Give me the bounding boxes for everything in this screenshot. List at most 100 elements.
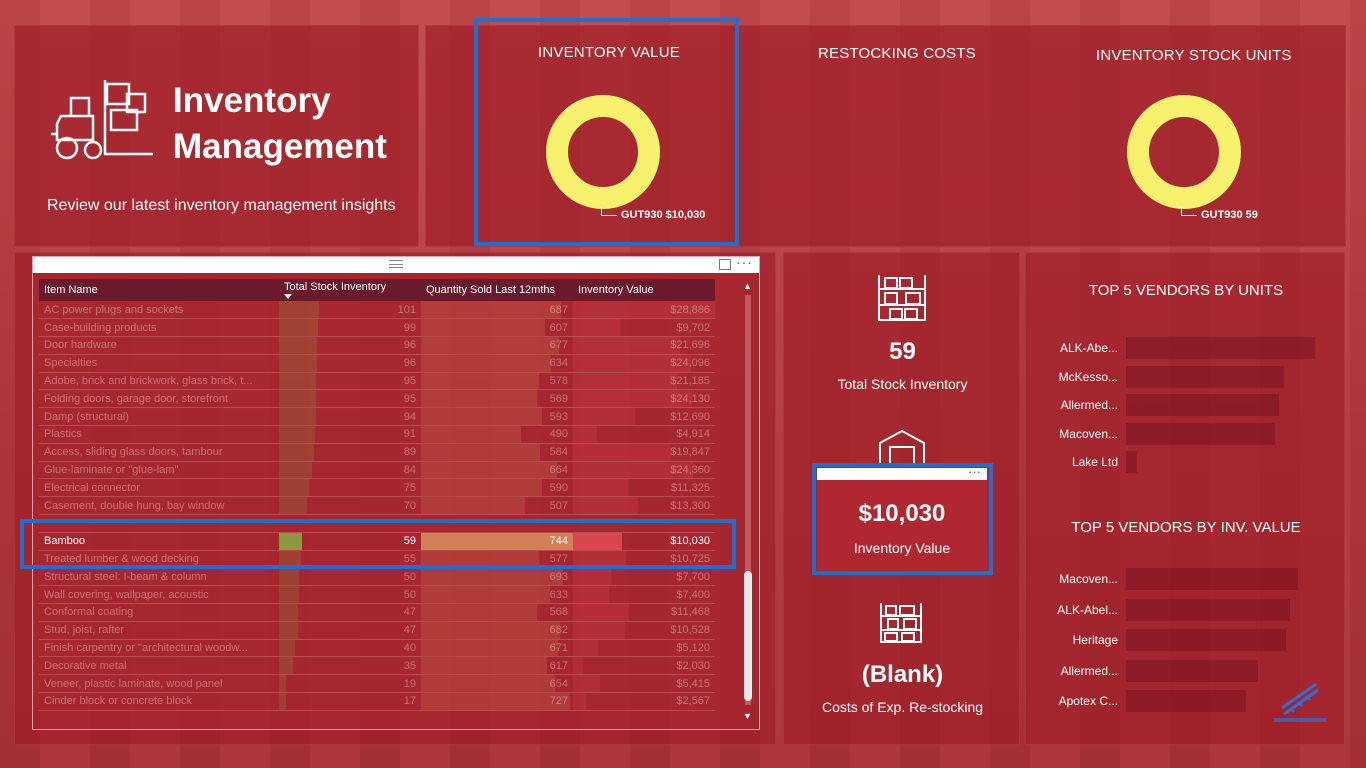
cell-value: $24,096 bbox=[573, 354, 715, 373]
scroll-thumb[interactable] bbox=[744, 571, 752, 701]
cell-stock: 47 bbox=[279, 603, 421, 622]
vendor-bar[interactable] bbox=[1126, 690, 1246, 712]
focus-mode-icon[interactable] bbox=[719, 259, 731, 270]
table-row[interactable]: Conformal coating 47 568 $11,468 bbox=[39, 603, 715, 622]
inventory-table: Item Name Total Stock Inventory Quantity… bbox=[39, 279, 715, 711]
table-row[interactable]: Finish carpentry or "architectural woodw… bbox=[39, 639, 715, 658]
table-row[interactable]: Bamboo 59 744 $10,030 bbox=[39, 532, 715, 551]
cell-stock: 40 bbox=[279, 639, 421, 658]
restocking-label: Costs of Exp. Re-stocking bbox=[821, 699, 984, 715]
data-bar bbox=[421, 568, 563, 585]
data-bar bbox=[279, 301, 319, 318]
table-row[interactable]: Stud, joist, rafter 47 682 $10,528 bbox=[39, 621, 715, 640]
table-row[interactable]: Decorative metal 35 617 $2,030 bbox=[39, 656, 715, 676]
table-row[interactable]: Wall covering, wallpaper, acoustic 50 633 $… bbox=[39, 585, 715, 605]
data-bar bbox=[573, 693, 586, 710]
cell-text: $11,468 bbox=[671, 606, 710, 619]
cell-name: Veneer, plastic laminate, wood panel bbox=[39, 674, 279, 694]
table-row[interactable]: Cinder block or concrete block 17 727 $2,56… bbox=[39, 692, 715, 711]
inventory-value-card[interactable]: ··· $10,030 Inventory Value bbox=[817, 464, 987, 570]
cell-text: 99 bbox=[403, 321, 416, 334]
cell-sold: 578 bbox=[421, 372, 573, 391]
table-row[interactable]: Glue-laminate or "glue-lam" 84 664 $24,360 bbox=[39, 461, 715, 480]
drag-grip-icon[interactable] bbox=[389, 260, 403, 268]
table-row[interactable]: Specialties 96 634 $24,096 bbox=[39, 354, 715, 373]
table-row[interactable]: Veneer, plastic laminate, wood panel 19 65… bbox=[39, 674, 715, 694]
table-row[interactable]: Adobe, brick and brickwork, glass brick,… bbox=[39, 372, 715, 391]
cell-value: $11,468 bbox=[573, 603, 715, 622]
table-row[interactable]: Access, sliding glass doors, tambour 89 58… bbox=[39, 443, 715, 462]
data-bar bbox=[279, 372, 317, 389]
vendor-label: Heritage bbox=[1072, 633, 1118, 647]
vendor-bar[interactable] bbox=[1126, 365, 1284, 388]
vendor-label: Macoven... bbox=[1059, 572, 1118, 586]
data-bar bbox=[421, 550, 539, 567]
scroll-up-icon[interactable]: ▲ bbox=[743, 281, 752, 291]
column-header-inventory-value[interactable]: Inventory Value bbox=[573, 279, 715, 301]
table-row[interactable]: Plastics 91 490 $4,914 bbox=[39, 425, 715, 444]
table-row[interactable]: Damp (structural) 94 593 $12,690 bbox=[39, 407, 715, 427]
cell-name: Adobe, brick and brickwork, glass brick,… bbox=[39, 372, 279, 391]
table-row[interactable]: Treated lumber & wood decking 55 577 $10,72… bbox=[39, 550, 715, 569]
table-row[interactable]: Structural steel: I-beam & column 50 693 $7… bbox=[39, 567, 715, 587]
cell-text: Veneer, plastic laminate, wood panel bbox=[44, 677, 223, 690]
column-header-quantity-sold[interactable]: Quantity Sold Last 12mths bbox=[421, 279, 573, 301]
table-row[interactable]: Electrical connector 75 590 $11,325 bbox=[39, 478, 715, 498]
table-row[interactable]: Casement, double hung, bay window 70 507 $1… bbox=[39, 496, 715, 516]
cell-name: Cinder block or concrete block bbox=[39, 692, 279, 711]
vendor-bar[interactable] bbox=[1126, 568, 1299, 590]
cell-stock: 101 bbox=[279, 301, 421, 320]
cell-name: AC power plugs and sockets bbox=[39, 301, 279, 320]
scroll-down-icon[interactable]: ▼ bbox=[743, 711, 752, 721]
cell-text: 70 bbox=[403, 499, 416, 512]
data-bar bbox=[421, 426, 522, 443]
vendor-bar[interactable] bbox=[1126, 659, 1259, 682]
data-bar bbox=[279, 426, 315, 443]
cell-name: Damp (structural) bbox=[39, 407, 279, 427]
more-options-icon[interactable]: ··· bbox=[736, 254, 753, 270]
vertical-scrollbar[interactable]: ▲ ▼ bbox=[743, 281, 753, 721]
cell-text: Door hardware bbox=[44, 339, 117, 352]
table-row[interactable]: Case-building products 99 607 $9,702 bbox=[39, 318, 715, 338]
cell-name: Access, sliding glass doors, tambour bbox=[39, 443, 279, 462]
donut-ring[interactable] bbox=[546, 95, 660, 209]
cell-name: Conformal coating bbox=[39, 603, 279, 622]
cell-name: Treated lumber & wood decking bbox=[39, 550, 279, 569]
cell-text: $7,700 bbox=[676, 570, 710, 583]
cell-name: Folding doors, garage door, storefront bbox=[39, 389, 279, 409]
cell-sold: 584 bbox=[421, 443, 573, 462]
scroll-track[interactable] bbox=[745, 295, 751, 705]
table-row[interactable]: Door hardware 96 677 $21,696 bbox=[39, 336, 715, 355]
table-row[interactable]: AC power plugs and sockets 101 687 $28,886 bbox=[39, 301, 715, 320]
data-bar bbox=[421, 461, 557, 478]
cell-text: 40 bbox=[403, 642, 416, 655]
table-row[interactable]: Folding doors, garage door, storefront 95… bbox=[39, 389, 715, 409]
data-bar bbox=[279, 586, 299, 603]
data-bar bbox=[573, 604, 630, 621]
data-bar bbox=[279, 319, 318, 336]
cell-text: 693 bbox=[549, 570, 568, 583]
vendor-bar[interactable] bbox=[1126, 394, 1280, 416]
stock-units-donut[interactable] bbox=[1125, 93, 1243, 211]
vendor-bar[interactable] bbox=[1126, 598, 1290, 621]
data-bar bbox=[573, 372, 678, 389]
inventory-value-donut[interactable] bbox=[544, 93, 662, 211]
cell-text: 50 bbox=[403, 570, 416, 583]
vendor-bar[interactable] bbox=[1126, 629, 1286, 651]
donut-label-inventory-value: GUT930 $10,030 bbox=[621, 209, 706, 221]
column-header-total-stock[interactable]: Total Stock Inventory bbox=[279, 279, 421, 301]
data-bar bbox=[279, 532, 303, 550]
column-header-item-name[interactable]: Item Name bbox=[39, 279, 279, 301]
cell-text: Conformal coating bbox=[44, 606, 134, 619]
cell-sold: 490 bbox=[421, 425, 573, 444]
cell-value: $12,690 bbox=[573, 407, 715, 427]
donut-ring[interactable] bbox=[1127, 95, 1241, 209]
vendor-bar[interactable] bbox=[1126, 337, 1315, 359]
kpi-title-stock-units: INVENTORY STOCK UNITS bbox=[1096, 47, 1292, 64]
more-options-icon[interactable]: ··· bbox=[968, 464, 981, 479]
cell-text: $2,567 bbox=[676, 695, 710, 708]
column-header-label: Total Stock Inventory bbox=[284, 281, 387, 293]
cell-text: $24,096 bbox=[670, 357, 710, 370]
vendor-bar[interactable] bbox=[1126, 422, 1276, 445]
vendor-bar[interactable] bbox=[1126, 451, 1137, 473]
